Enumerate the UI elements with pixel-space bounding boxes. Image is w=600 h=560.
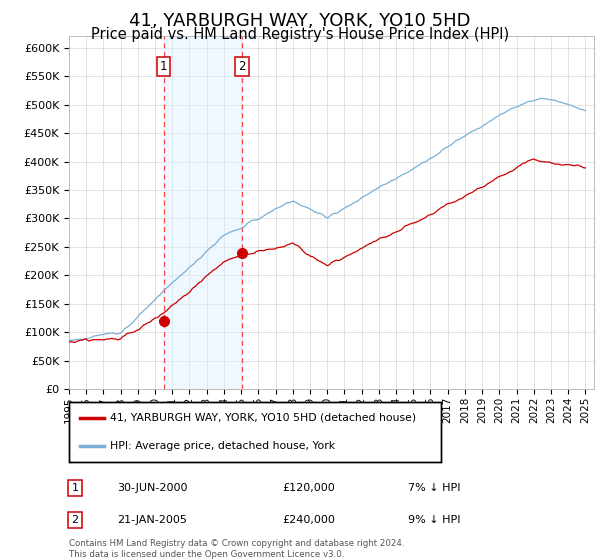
Text: 9% ↓ HPI: 9% ↓ HPI xyxy=(408,515,461,525)
Text: £240,000: £240,000 xyxy=(282,515,335,525)
Text: Contains HM Land Registry data © Crown copyright and database right 2024.
This d: Contains HM Land Registry data © Crown c… xyxy=(69,539,404,559)
Text: 1: 1 xyxy=(160,60,167,73)
Text: 2: 2 xyxy=(71,515,79,525)
Text: 41, YARBURGH WAY, YORK, YO10 5HD (detached house): 41, YARBURGH WAY, YORK, YO10 5HD (detach… xyxy=(110,413,416,423)
Text: 1: 1 xyxy=(71,483,79,493)
Text: 7% ↓ HPI: 7% ↓ HPI xyxy=(408,483,461,493)
Text: 30-JUN-2000: 30-JUN-2000 xyxy=(117,483,187,493)
Text: 21-JAN-2005: 21-JAN-2005 xyxy=(117,515,187,525)
Text: Price paid vs. HM Land Registry's House Price Index (HPI): Price paid vs. HM Land Registry's House … xyxy=(91,27,509,42)
Text: 41, YARBURGH WAY, YORK, YO10 5HD: 41, YARBURGH WAY, YORK, YO10 5HD xyxy=(129,12,471,30)
Bar xyxy=(164,36,242,389)
Text: £120,000: £120,000 xyxy=(282,483,335,493)
Text: HPI: Average price, detached house, York: HPI: Average price, detached house, York xyxy=(110,441,335,451)
Text: 2: 2 xyxy=(238,60,246,73)
